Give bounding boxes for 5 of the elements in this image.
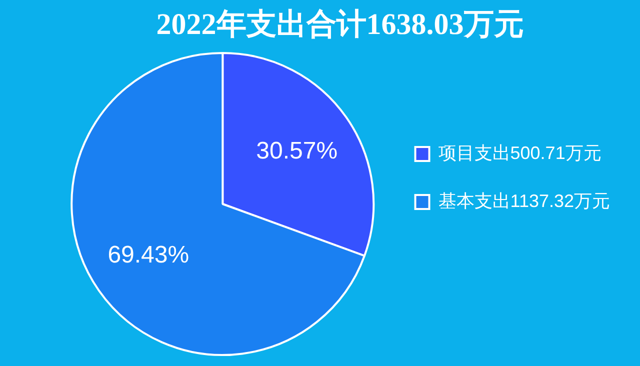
data-label: 30.57% [256, 138, 338, 165]
data-label: 69.43% [108, 242, 190, 269]
legend-label: 基本支出1137.32万元 [438, 190, 610, 211]
chart-title: 2022年支出合计1638.03万元 [156, 8, 524, 41]
legend-label: 项目支出500.71万元 [438, 142, 602, 163]
